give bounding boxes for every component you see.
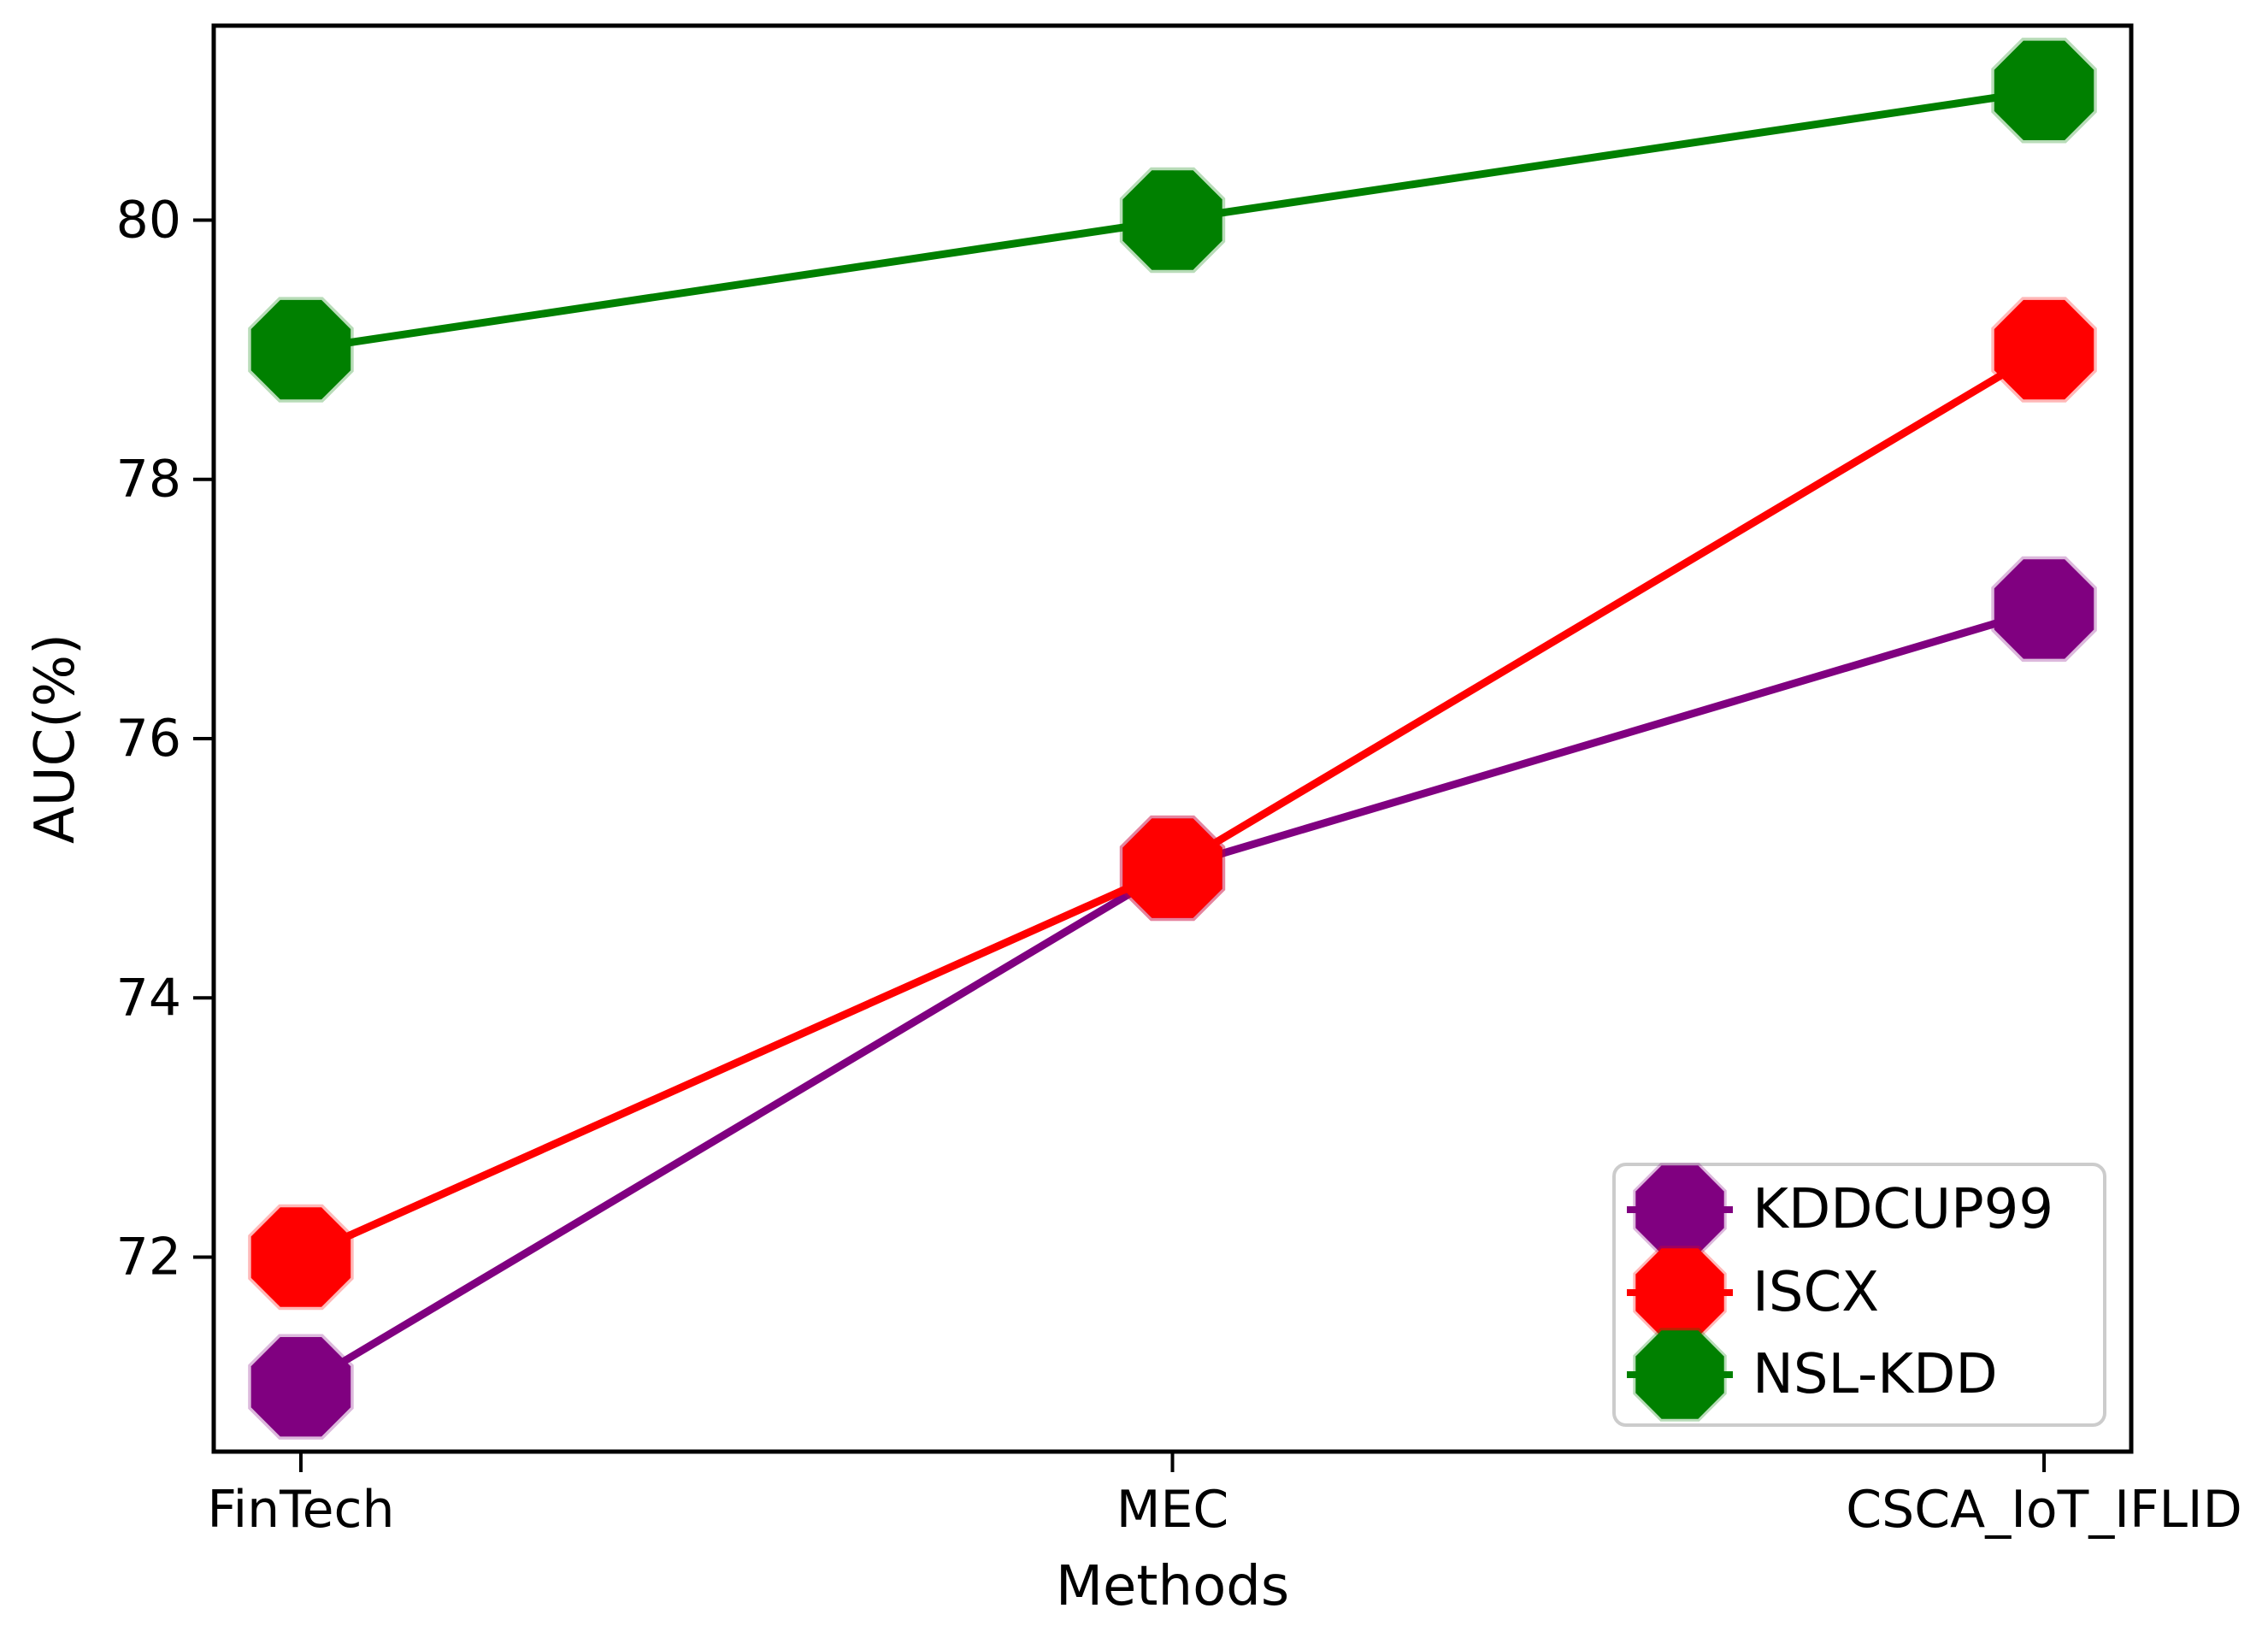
legend-label: KDDCUP99 — [1753, 1178, 2053, 1241]
legend-marker-icon — [1633, 1163, 1727, 1257]
data-point-marker-iscx-fintech — [248, 1204, 354, 1311]
y-tick-label: 74 — [116, 968, 181, 1028]
legend: KDDCUP99 ISCX NSL-KDD — [1612, 1163, 2106, 1427]
legend-item-iscx: ISCX — [1627, 1246, 1879, 1340]
y-axis-label: AUC(%) — [24, 633, 87, 844]
y-tick-label: 78 — [116, 450, 181, 510]
data-point-marker-kddcup99-csca_iot_iflid — [1991, 556, 2097, 663]
y-tick-label: 72 — [116, 1228, 181, 1287]
data-point-marker-nsl-kdd-csca_iot_iflid — [1991, 38, 2097, 144]
data-point-marker-kddcup99-fintech — [248, 1334, 354, 1440]
legend-item-kddcup99: KDDCUP99 — [1627, 1163, 2053, 1257]
data-point-marker-iscx-mec — [1119, 815, 1226, 922]
legend-label: ISCX — [1753, 1261, 1879, 1324]
legend-box — [1612, 1163, 2106, 1427]
y-tick-label: 76 — [116, 709, 181, 769]
legend-item-nsl-kdd: NSL-KDD — [1627, 1328, 1998, 1422]
series-line-iscx — [297, 345, 2048, 1261]
data-point-marker-nsl-kdd-mec — [1119, 167, 1226, 274]
x-tick-label: CSCA_IoT_IFLID — [1846, 1480, 2242, 1540]
y-tick-label: 80 — [116, 190, 181, 250]
x-axis-label: Methods — [1056, 1555, 1289, 1618]
legend-marker-icon — [1633, 1246, 1727, 1340]
data-point-marker-nsl-kdd-fintech — [248, 297, 354, 403]
data-point-marker-iscx-csca_iot_iflid — [1991, 297, 2097, 403]
x-tick-label: MEC — [1116, 1480, 1229, 1540]
legend-marker-icon — [1633, 1328, 1727, 1422]
x-tick-label: FinTech — [207, 1480, 394, 1540]
legend-label: NSL-KDD — [1753, 1343, 1998, 1406]
